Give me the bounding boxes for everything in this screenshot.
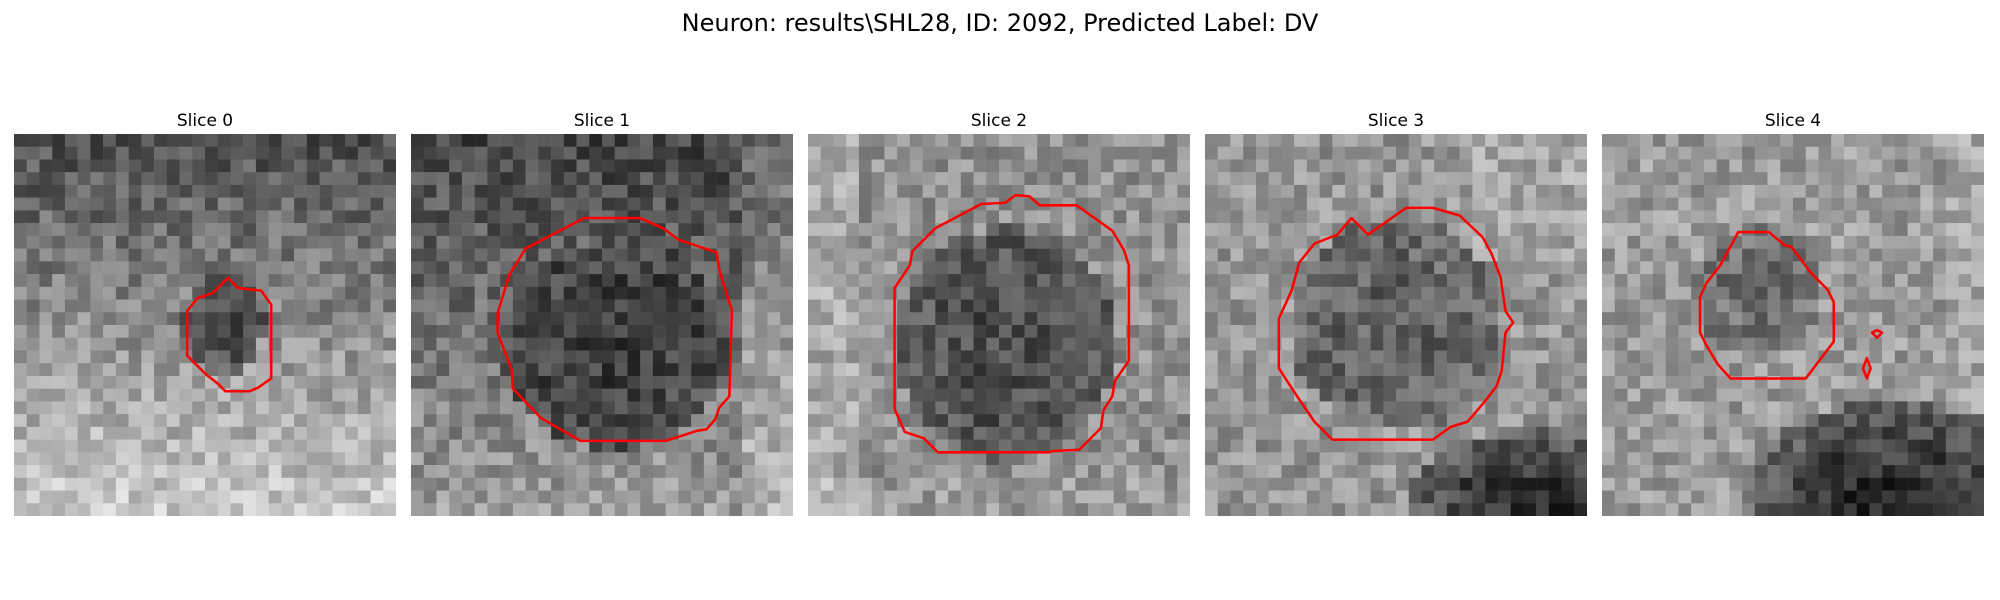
slice-title-0: Slice 0	[14, 108, 396, 134]
slice-title-2: Slice 2	[808, 108, 1190, 134]
slice-image-3	[1205, 134, 1587, 516]
slice-image-4	[1602, 134, 1984, 516]
slice-title-1: Slice 1	[411, 108, 793, 134]
slice-title-3: Slice 3	[1205, 108, 1587, 134]
slice-image-0	[14, 134, 396, 516]
slice-panel-1: Slice 1	[411, 108, 793, 516]
slice-image-2	[808, 134, 1190, 516]
slice-title-4: Slice 4	[1602, 108, 1984, 134]
slice-panel-2: Slice 2	[808, 108, 1190, 516]
figure-title: Neuron: results\SHL28, ID: 2092, Predict…	[0, 8, 2000, 38]
slice-panel-0: Slice 0	[14, 108, 396, 516]
slice-panel-4: Slice 4	[1602, 108, 1984, 516]
slice-panel-3: Slice 3	[1205, 108, 1587, 516]
slice-image-1	[411, 134, 793, 516]
